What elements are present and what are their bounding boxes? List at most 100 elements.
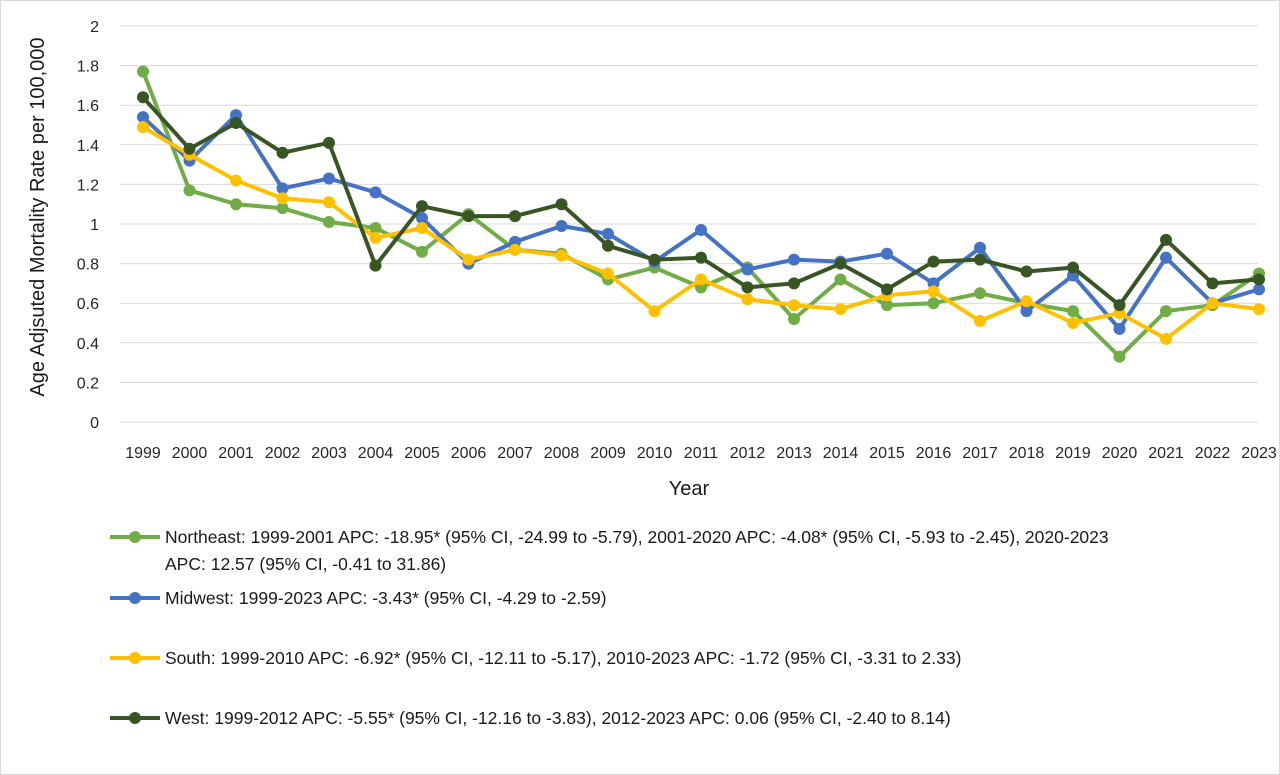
x-tick-label: 2020 xyxy=(1102,445,1138,462)
data-point xyxy=(648,305,661,318)
legend: Northeast: 1999-2001 APC: -18.95* (95% C… xyxy=(110,527,1109,728)
data-point xyxy=(695,223,707,236)
x-tick-label: 2013 xyxy=(776,445,812,462)
data-point xyxy=(788,253,800,266)
data-point xyxy=(1160,251,1172,264)
data-point xyxy=(276,146,289,159)
data-point xyxy=(462,210,475,223)
data-point xyxy=(276,202,289,215)
x-tick-label: 2011 xyxy=(684,445,719,462)
data-point xyxy=(1206,297,1219,310)
x-tick-label: 2000 xyxy=(172,445,208,462)
data-point xyxy=(230,117,242,130)
x-tick-label: 2007 xyxy=(497,445,533,462)
legend-item: Midwest: 1999-2023 APC: -3.43* (95% CI, … xyxy=(110,588,607,608)
y-tick-label: 2 xyxy=(90,19,99,36)
data-point xyxy=(1113,322,1126,335)
data-point xyxy=(369,259,382,272)
data-point xyxy=(1113,350,1126,363)
data-point xyxy=(369,231,382,244)
legend-swatch-marker xyxy=(129,652,141,664)
data-point xyxy=(788,313,800,326)
y-tick-label: 0.8 xyxy=(77,257,99,274)
legend-label: South: 1999-2010 APC: -6.92* (95% CI, -1… xyxy=(165,648,961,668)
data-point xyxy=(881,283,893,296)
data-point xyxy=(1253,303,1265,316)
x-tick-label: 2018 xyxy=(1009,445,1045,462)
x-tick-label: 2006 xyxy=(451,445,487,462)
data-point xyxy=(834,257,847,270)
data-point xyxy=(741,281,754,294)
data-point xyxy=(927,255,940,268)
data-point xyxy=(323,172,335,185)
data-point xyxy=(881,247,893,260)
data-point xyxy=(323,196,335,209)
data-point xyxy=(1067,305,1079,318)
series-line xyxy=(141,69,1261,359)
legend-label: West: 1999-2012 APC: -5.55* (95% CI, -12… xyxy=(165,708,951,728)
x-tick-label: 2012 xyxy=(730,445,766,462)
y-axis-title: Age Adjsuted Mortality Rate per 100,000 xyxy=(27,37,49,396)
data-point xyxy=(230,198,242,211)
y-tick-label: 0 xyxy=(90,415,99,432)
data-point xyxy=(1020,265,1033,278)
data-point xyxy=(369,186,382,199)
legend-item: West: 1999-2012 APC: -5.55* (95% CI, -12… xyxy=(110,708,951,728)
legend-item: Northeast: 1999-2001 APC: -18.95* (95% C… xyxy=(110,527,1109,574)
x-tick-label: 2002 xyxy=(265,445,301,462)
data-point xyxy=(137,65,149,78)
x-axis-title: Year xyxy=(669,478,710,500)
data-point xyxy=(323,216,335,229)
x-tick-label: 2023 xyxy=(1241,445,1277,462)
x-tick-label: 2014 xyxy=(823,445,859,462)
series-3 xyxy=(137,91,1265,312)
data-point xyxy=(648,253,661,266)
data-point xyxy=(834,303,847,316)
x-tick-label: 2004 xyxy=(358,445,394,462)
data-point xyxy=(788,277,800,290)
legend-swatch-marker xyxy=(129,531,141,543)
data-point xyxy=(741,293,754,306)
data-point xyxy=(137,91,149,104)
x-tick-label: 2008 xyxy=(544,445,580,462)
data-point xyxy=(741,263,754,276)
x-tick-label: 2003 xyxy=(311,445,347,462)
data-point xyxy=(555,249,568,262)
data-point xyxy=(927,285,940,298)
data-point xyxy=(602,239,614,252)
data-point xyxy=(974,241,986,254)
data-point xyxy=(509,210,521,223)
data-point xyxy=(1020,295,1033,308)
data-point xyxy=(369,221,382,234)
legend-label: Midwest: 1999-2023 APC: -3.43* (95% CI, … xyxy=(165,588,607,608)
data-point xyxy=(881,299,893,312)
y-axis-ticks: 0 0.2 0.4 0.6 0.8 1 1.2 1.4 1.6 1.8 2 xyxy=(77,19,99,432)
data-point xyxy=(602,227,614,240)
y-tick-label: 1 xyxy=(90,217,99,234)
data-point xyxy=(230,174,242,187)
data-point xyxy=(1253,283,1265,296)
y-tick-label: 1.6 xyxy=(77,98,99,115)
x-tick-label: 2015 xyxy=(869,445,905,462)
data-point xyxy=(1067,261,1079,274)
data-point xyxy=(788,299,800,312)
data-point xyxy=(695,273,707,286)
y-tick-label: 1.2 xyxy=(77,177,99,194)
x-tick-label: 2017 xyxy=(962,445,998,462)
data-point xyxy=(1160,305,1172,318)
data-point xyxy=(462,253,475,266)
data-point xyxy=(137,120,149,133)
data-point xyxy=(974,287,986,300)
y-tick-label: 0.4 xyxy=(77,336,99,353)
x-tick-label: 2009 xyxy=(590,445,626,462)
series-lines xyxy=(137,65,1265,363)
data-point xyxy=(416,212,428,225)
gridlines xyxy=(120,25,1258,423)
x-tick-label: 2010 xyxy=(637,445,673,462)
data-point xyxy=(137,111,149,124)
legend-label: APC: 12.57 (95% CI, -0.41 to 31.86) xyxy=(165,554,446,574)
data-point xyxy=(602,267,614,280)
data-point xyxy=(183,184,196,197)
